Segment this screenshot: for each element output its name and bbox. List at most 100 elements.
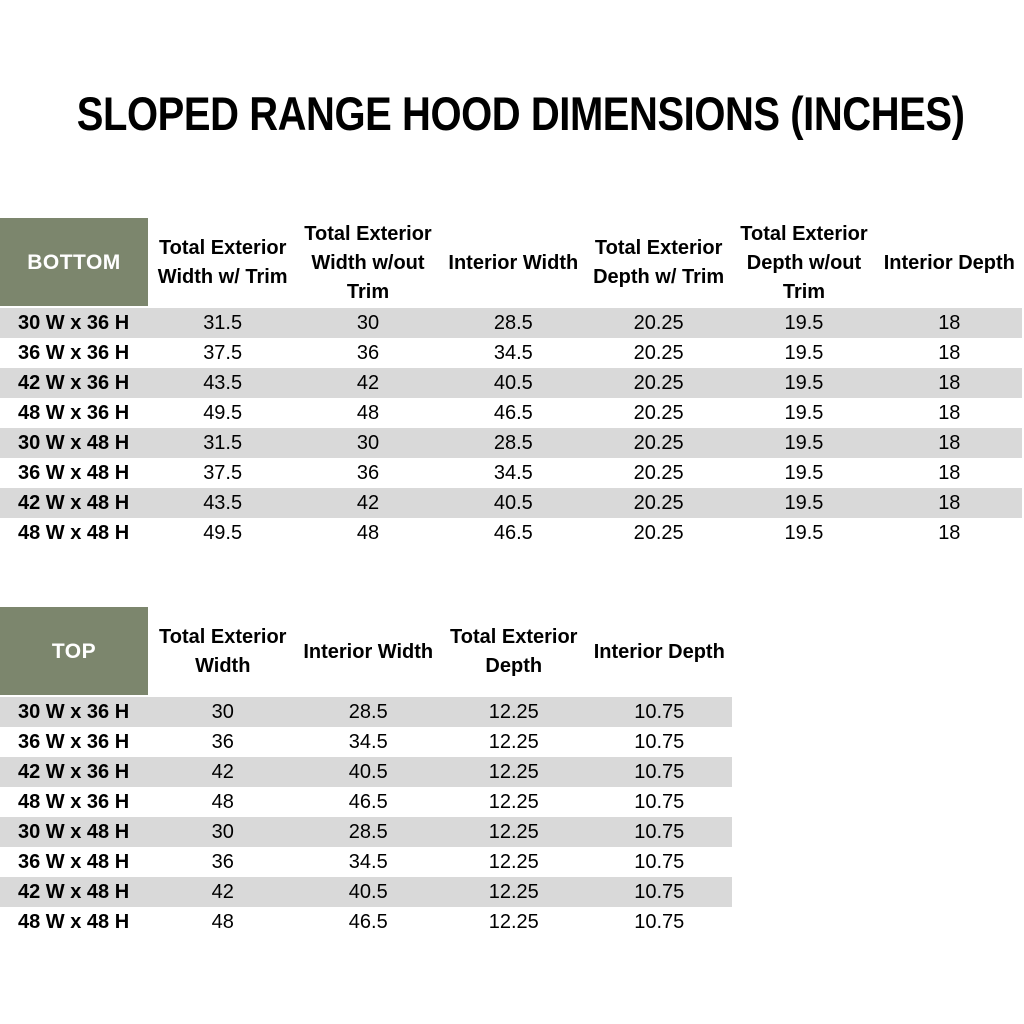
table-row: 36 W x 48 H 36 34.5 12.25 10.75 <box>0 847 732 877</box>
cell-value: 36 <box>356 461 380 484</box>
table-row: 48 W x 36 H 48 46.5 12.25 10.75 <box>0 787 732 817</box>
cell-value: 34.5 <box>493 341 533 364</box>
table-row: 36 W x 36 H 37.5 36 34.5 20.25 19.5 18 <box>0 338 1022 368</box>
cell-value: 42 <box>211 760 234 783</box>
cell-value: 12.25 <box>488 760 539 783</box>
cell-value: 18 <box>938 431 961 454</box>
cell-value: 40.5 <box>348 760 388 783</box>
cell-value: 48 <box>211 910 234 933</box>
table-row: 30 W x 36 H 31.5 30 28.5 20.25 19.5 18 <box>0 308 1022 338</box>
bottom-dimensions-table: BOTTOM Total Exterior Width w/ Trim Total … <box>0 218 1022 548</box>
cell-value: 42 <box>356 491 380 514</box>
cell-value: 42 <box>211 880 234 903</box>
row-label: 36 W x 36 H <box>18 730 130 753</box>
cell-value: 10.75 <box>634 850 685 873</box>
column-header: Total Exterior Depth w/ Trim <box>585 218 732 308</box>
table-row: 42 W x 36 H 42 40.5 12.25 10.75 <box>0 757 732 787</box>
cell-value: 30 <box>211 700 234 723</box>
row-label: 42 W x 36 H <box>18 371 130 394</box>
cell-value: 18 <box>938 341 961 364</box>
cell-value: 42 <box>356 371 380 394</box>
cell-value: 19.5 <box>784 311 824 334</box>
cell-value: 19.5 <box>784 521 824 544</box>
cell-value: 12.25 <box>488 880 539 903</box>
row-label: 42 W x 36 H <box>18 760 130 783</box>
column-header: Total Exterior Depth <box>441 607 587 697</box>
column-header: Interior Width <box>440 218 586 308</box>
cell-value: 30 <box>356 431 380 454</box>
cell-value: 20.25 <box>633 521 684 544</box>
top-dimensions-table: TOP Total Exterior Width Interior Width Tot… <box>0 607 732 937</box>
cell-value: 46.5 <box>493 521 533 544</box>
table-row: 36 W x 48 H 37.5 36 34.5 20.25 19.5 18 <box>0 458 1022 488</box>
row-label: 42 W x 48 H <box>18 491 130 514</box>
cell-value: 12.25 <box>488 820 539 843</box>
cell-value: 19.5 <box>784 341 824 364</box>
cell-value: 10.75 <box>634 820 685 843</box>
cell-value: 19.5 <box>784 371 824 394</box>
cell-value: 10.75 <box>634 790 685 813</box>
column-header: Interior Width <box>295 607 441 697</box>
cell-value: 18 <box>938 491 961 514</box>
cell-value: 34.5 <box>493 461 533 484</box>
cell-value: 12.25 <box>488 700 539 723</box>
row-label: 36 W x 36 H <box>18 341 130 364</box>
row-label: 36 W x 48 H <box>18 850 130 873</box>
column-header: Total Exterior Width w/out Trim <box>295 218 441 308</box>
table-row: 36 W x 36 H 36 34.5 12.25 10.75 <box>0 727 732 757</box>
cell-value: 12.25 <box>488 730 539 753</box>
column-header: Interior Depth <box>876 218 1022 308</box>
cell-value: 10.75 <box>634 730 685 753</box>
cell-value: 19.5 <box>784 491 824 514</box>
cell-value: 36 <box>211 730 234 753</box>
top-table-body: 30 W x 36 H 30 28.5 12.25 10.75 36 W x 36 H 36… <box>0 697 732 937</box>
cell-value: 20.25 <box>633 431 684 454</box>
cell-value: 49.5 <box>203 521 243 544</box>
column-header: Total Exterior Width <box>150 607 296 697</box>
row-label: 30 W x 48 H <box>18 820 130 843</box>
row-label: 48 W x 36 H <box>18 401 130 424</box>
table-row: 30 W x 48 H 31.5 30 28.5 20.25 19.5 18 <box>0 428 1022 458</box>
cell-value: 19.5 <box>784 401 824 424</box>
column-header: Total Exterior Width w/ Trim <box>150 218 296 308</box>
cell-value: 43.5 <box>203 371 243 394</box>
row-label: 48 W x 48 H <box>18 910 130 933</box>
cell-value: 18 <box>938 461 961 484</box>
top-corner-label: TOP <box>0 607 150 697</box>
cell-value: 10.75 <box>634 700 685 723</box>
cell-value: 46.5 <box>348 910 388 933</box>
cell-value: 30 <box>211 820 234 843</box>
cell-value: 37.5 <box>203 341 243 364</box>
cell-value: 20.25 <box>633 401 684 424</box>
cell-value: 10.75 <box>634 910 685 933</box>
cell-value: 34.5 <box>348 850 388 873</box>
cell-value: 48 <box>356 521 380 544</box>
table-row: 48 W x 48 H 48 46.5 12.25 10.75 <box>0 907 732 937</box>
row-label: 30 W x 48 H <box>18 431 130 454</box>
cell-value: 36 <box>211 850 234 873</box>
cell-value: 18 <box>938 371 961 394</box>
cell-value: 37.5 <box>203 461 243 484</box>
page-title: SLOPED RANGE HOOD DIMENSIONS (INCHES) <box>76 87 965 140</box>
cell-value: 30 <box>356 311 380 334</box>
cell-value: 12.25 <box>488 790 539 813</box>
cell-value: 31.5 <box>203 431 243 454</box>
cell-value: 18 <box>938 521 961 544</box>
row-label: 48 W x 36 H <box>18 790 130 813</box>
cell-value: 46.5 <box>348 790 388 813</box>
cell-value: 43.5 <box>203 491 243 514</box>
table-row: 48 W x 48 H 49.5 48 46.5 20.25 19.5 18 <box>0 518 1022 548</box>
column-header: Total Exterior Depth w/out Trim <box>731 218 877 308</box>
cell-value: 20.25 <box>633 311 684 334</box>
cell-value: 12.25 <box>488 910 539 933</box>
row-label: 30 W x 36 H <box>18 311 130 334</box>
cell-value: 12.25 <box>488 850 539 873</box>
cell-value: 28.5 <box>348 820 388 843</box>
table-row: 42 W x 48 H 43.5 42 40.5 20.25 19.5 18 <box>0 488 1022 518</box>
cell-value: 40.5 <box>493 491 533 514</box>
cell-value: 18 <box>938 311 961 334</box>
cell-value: 36 <box>356 341 380 364</box>
cell-value: 20.25 <box>633 491 684 514</box>
cell-value: 28.5 <box>348 700 388 723</box>
top-table-header: TOP Total Exterior Width Interior Width Tot… <box>0 607 732 697</box>
